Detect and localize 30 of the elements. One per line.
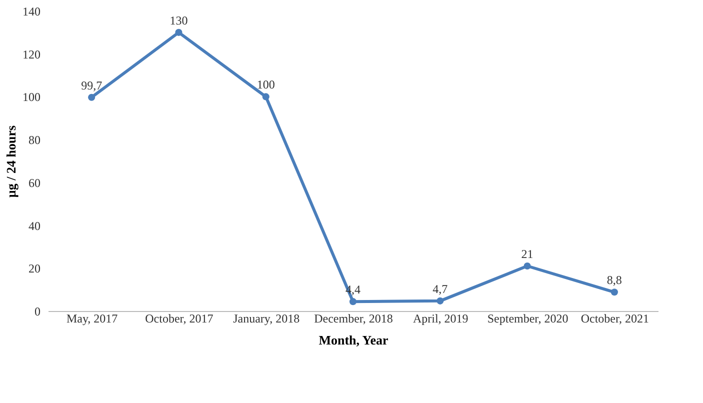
x-tick-label: September, 2020 — [487, 312, 568, 326]
y-tick-label: 140 — [22, 4, 40, 18]
point — [349, 298, 357, 306]
x-tick-label: December, 2018 — [314, 312, 393, 326]
y-tick-label: 0 — [34, 304, 40, 318]
x-tick-label: January, 2018 — [233, 312, 300, 326]
x-tick-label: October, 2021 — [580, 312, 650, 326]
data-label: 130 — [170, 13, 188, 28]
x-axis-title: Month, Year — [318, 332, 389, 348]
point — [524, 262, 531, 270]
data-label: 99,7 — [81, 78, 102, 92]
y-tick-label: 20 — [28, 262, 40, 276]
x-tick-label: October, 2017 — [145, 312, 214, 326]
data-label: 8,8 — [606, 273, 622, 288]
point — [436, 297, 444, 304]
data-label: 21 — [521, 247, 534, 261]
data-label: 100 — [256, 78, 275, 92]
x-tick-label: April, 2019 — [412, 312, 468, 326]
x-tick-label: May, 2017 — [66, 312, 118, 326]
y-tick-label: 120 — [22, 47, 40, 62]
data-label: 4,7 — [432, 282, 448, 296]
point — [175, 28, 182, 36]
y-tick-label: 60 — [28, 176, 40, 190]
y-tick-label: 80 — [28, 133, 40, 148]
y-tick-label: 40 — [28, 218, 40, 233]
y-axis-title: µg / 24 hours — [4, 125, 18, 198]
point — [88, 94, 96, 101]
point — [262, 93, 270, 100]
y-tick-label: 100 — [22, 90, 40, 104]
point — [610, 288, 618, 296]
